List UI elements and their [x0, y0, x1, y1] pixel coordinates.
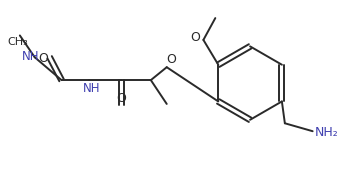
Text: O: O	[166, 53, 176, 66]
Text: CH₃: CH₃	[7, 37, 28, 47]
Text: O: O	[116, 92, 126, 105]
Text: NH: NH	[83, 82, 100, 95]
Text: NH: NH	[22, 50, 39, 63]
Text: NH₂: NH₂	[314, 126, 338, 139]
Text: O: O	[190, 31, 200, 45]
Text: O: O	[39, 52, 49, 65]
